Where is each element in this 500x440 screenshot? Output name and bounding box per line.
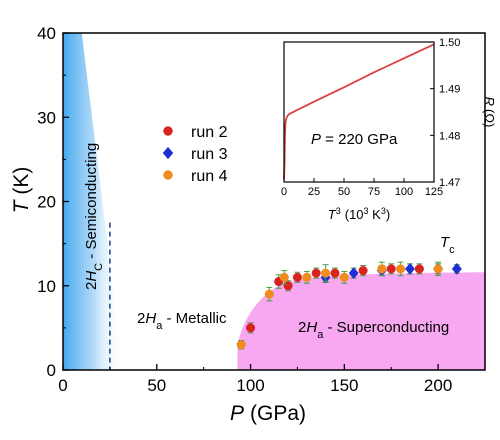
data-point <box>311 268 321 278</box>
inset-annotation: P = 220 GPa <box>311 131 398 148</box>
x-tick-label: 150 <box>330 376 358 395</box>
y-tick-label: 20 <box>37 193 56 212</box>
x-tick-label: 100 <box>236 376 264 395</box>
inset-y-tick-label: 1.50 <box>439 37 460 49</box>
phase-regions <box>63 33 485 370</box>
inset-background <box>284 42 434 182</box>
data-point <box>302 272 312 282</box>
data-point <box>279 272 289 282</box>
data-point <box>321 268 331 278</box>
superconducting-label: 2Ha - Superconducting <box>298 319 449 341</box>
main-data-points <box>236 261 462 350</box>
data-point <box>414 264 424 274</box>
data-point <box>396 264 406 274</box>
legend-label: run 2 <box>191 124 228 141</box>
inset-x-tick-label: 100 <box>395 186 413 198</box>
inset-data-line <box>283 43 435 180</box>
data-point <box>348 267 359 280</box>
y-tick-label: 30 <box>37 108 56 127</box>
legend-label: run 4 <box>191 168 228 185</box>
inset-y-tick-label: 1.48 <box>439 130 460 142</box>
x-axis-title: P (GPa) <box>230 402 306 425</box>
semiconducting-region <box>63 33 123 370</box>
inset-x-tick-label: 75 <box>368 186 380 198</box>
data-point <box>404 262 416 275</box>
legend: run 2 run 3 run 4 <box>162 124 228 185</box>
data-point <box>386 264 396 274</box>
y-axis-title: T(K) <box>10 167 33 214</box>
superconducting-region <box>237 272 485 370</box>
legend-marker <box>163 126 173 136</box>
data-point <box>451 262 462 275</box>
legend-marker <box>163 170 173 180</box>
data-point <box>433 264 443 274</box>
data-point <box>292 272 302 282</box>
inset-frame <box>283 41 435 183</box>
data-point <box>330 268 340 278</box>
y-tick-label: 0 <box>47 361 56 380</box>
inset-y-tick-label: 1.47 <box>439 177 460 189</box>
inset-x-tick-label: 50 <box>338 186 350 198</box>
x-tick-label: 50 <box>147 376 166 395</box>
inset-y-tick-label: 1.49 <box>439 84 460 96</box>
y-tick-label: 10 <box>37 277 56 296</box>
x-tick-label: 0 <box>58 376 67 395</box>
data-point <box>339 272 349 282</box>
inset-x-tick-label: 0 <box>281 186 287 198</box>
metallic-label: 2Ha - Metallic <box>137 310 227 332</box>
data-point <box>358 266 368 276</box>
data-point <box>236 340 246 350</box>
inset-resistance-line <box>283 43 435 180</box>
legend-marker <box>162 146 174 160</box>
data-point <box>377 264 387 274</box>
legend-label: run 3 <box>191 146 228 163</box>
inset-x-tick-label: 125 <box>425 186 443 198</box>
tc-label: Tc <box>440 234 455 256</box>
x-tick-label: 200 <box>424 376 452 395</box>
inset-y-axis-title: R(Ω) <box>482 97 497 128</box>
data-point <box>264 289 274 299</box>
y-tick-label: 40 <box>37 24 56 43</box>
semiconducting-label: 2HC - Semiconducting <box>83 143 105 290</box>
main-axis-ticks: 0 50 100 150 200 0 10 20 30 40 <box>37 24 452 395</box>
inset-x-axis-title: T3 (103 K3) <box>328 206 390 222</box>
data-point <box>246 323 256 333</box>
inset-x-tick-label: 25 <box>308 186 320 198</box>
data-point <box>283 281 293 291</box>
